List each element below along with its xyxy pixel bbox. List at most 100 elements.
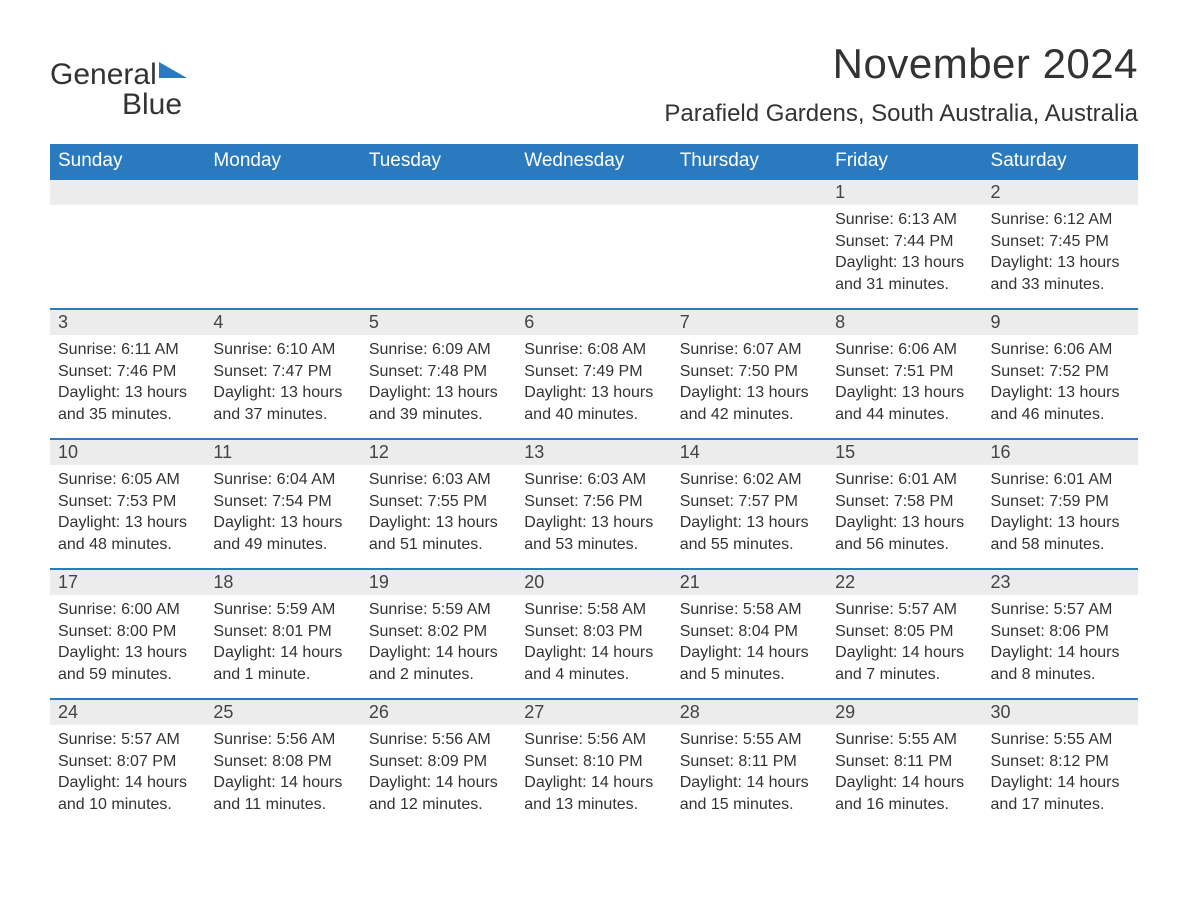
content-row: Sunrise: 5:57 AMSunset: 8:07 PMDaylight:… — [50, 725, 1138, 829]
day-number: 6 — [516, 309, 671, 335]
daynum-row: 12 — [50, 179, 1138, 205]
sunrise-line: Sunrise: 6:04 AM — [213, 469, 352, 491]
sunset-line: Sunset: 8:04 PM — [680, 621, 819, 643]
day-cell: Sunrise: 5:56 AMSunset: 8:08 PMDaylight:… — [205, 725, 360, 829]
day-number: 19 — [361, 569, 516, 595]
day-cell: Sunrise: 6:05 AMSunset: 7:53 PMDaylight:… — [50, 465, 205, 569]
day-cell: Sunrise: 6:07 AMSunset: 7:50 PMDaylight:… — [672, 335, 827, 439]
sunrise-line: Sunrise: 5:56 AM — [213, 729, 352, 751]
sunset-line: Sunset: 8:12 PM — [991, 751, 1130, 773]
daynum-row: 17181920212223 — [50, 569, 1138, 595]
daylight-line: Daylight: 13 hours and 44 minutes. — [835, 382, 974, 425]
empty-day — [672, 205, 827, 309]
daylight-line: Daylight: 13 hours and 58 minutes. — [991, 512, 1130, 555]
day-number: 18 — [205, 569, 360, 595]
day-cell: Sunrise: 6:08 AMSunset: 7:49 PMDaylight:… — [516, 335, 671, 439]
weekday-header: Wednesday — [516, 144, 671, 179]
day-cell: Sunrise: 5:58 AMSunset: 8:03 PMDaylight:… — [516, 595, 671, 699]
sunset-line: Sunset: 8:11 PM — [680, 751, 819, 773]
weekday-header-row: Sunday Monday Tuesday Wednesday Thursday… — [50, 144, 1138, 179]
day-cell: Sunrise: 5:56 AMSunset: 8:10 PMDaylight:… — [516, 725, 671, 829]
daylight-line: Daylight: 13 hours and 51 minutes. — [369, 512, 508, 555]
logo-word2: Blue — [122, 88, 182, 121]
title-block: November 2024 Parafield Gardens, South A… — [664, 40, 1138, 138]
sunrise-line: Sunrise: 5:55 AM — [835, 729, 974, 751]
sunset-line: Sunset: 7:44 PM — [835, 231, 974, 253]
sunset-line: Sunset: 8:09 PM — [369, 751, 508, 773]
sunset-line: Sunset: 8:03 PM — [524, 621, 663, 643]
day-cell: Sunrise: 6:03 AMSunset: 7:55 PMDaylight:… — [361, 465, 516, 569]
empty-day — [205, 179, 360, 205]
empty-day — [361, 205, 516, 309]
sunset-line: Sunset: 7:53 PM — [58, 491, 197, 513]
empty-day — [50, 205, 205, 309]
sunrise-line: Sunrise: 6:13 AM — [835, 209, 974, 231]
daylight-line: Daylight: 14 hours and 2 minutes. — [369, 642, 508, 685]
day-cell: Sunrise: 6:00 AMSunset: 8:00 PMDaylight:… — [50, 595, 205, 699]
sunset-line: Sunset: 7:57 PM — [680, 491, 819, 513]
day-cell: Sunrise: 5:59 AMSunset: 8:02 PMDaylight:… — [361, 595, 516, 699]
empty-day — [672, 179, 827, 205]
day-cell: Sunrise: 5:55 AMSunset: 8:11 PMDaylight:… — [827, 725, 982, 829]
sunrise-line: Sunrise: 5:57 AM — [835, 599, 974, 621]
sunset-line: Sunset: 7:50 PM — [680, 361, 819, 383]
content-row: Sunrise: 6:05 AMSunset: 7:53 PMDaylight:… — [50, 465, 1138, 569]
daylight-line: Daylight: 13 hours and 53 minutes. — [524, 512, 663, 555]
empty-day — [205, 205, 360, 309]
day-number: 26 — [361, 699, 516, 725]
day-number: 13 — [516, 439, 671, 465]
calendar-table: Sunday Monday Tuesday Wednesday Thursday… — [50, 144, 1138, 829]
sunset-line: Sunset: 7:51 PM — [835, 361, 974, 383]
day-number: 25 — [205, 699, 360, 725]
day-number: 21 — [672, 569, 827, 595]
daylight-line: Daylight: 14 hours and 1 minute. — [213, 642, 352, 685]
content-row: Sunrise: 6:13 AMSunset: 7:44 PMDaylight:… — [50, 205, 1138, 309]
day-cell: Sunrise: 6:02 AMSunset: 7:57 PMDaylight:… — [672, 465, 827, 569]
day-number: 7 — [672, 309, 827, 335]
daylight-line: Daylight: 13 hours and 33 minutes. — [991, 252, 1130, 295]
content-row: Sunrise: 6:11 AMSunset: 7:46 PMDaylight:… — [50, 335, 1138, 439]
sunrise-line: Sunrise: 5:59 AM — [369, 599, 508, 621]
sunset-line: Sunset: 7:47 PM — [213, 361, 352, 383]
content-row: Sunrise: 6:00 AMSunset: 8:00 PMDaylight:… — [50, 595, 1138, 699]
daylight-line: Daylight: 13 hours and 39 minutes. — [369, 382, 508, 425]
day-cell: Sunrise: 5:57 AMSunset: 8:05 PMDaylight:… — [827, 595, 982, 699]
sunrise-line: Sunrise: 5:58 AM — [524, 599, 663, 621]
daynum-row: 24252627282930 — [50, 699, 1138, 725]
day-cell: Sunrise: 5:55 AMSunset: 8:12 PMDaylight:… — [983, 725, 1138, 829]
daylight-line: Daylight: 14 hours and 5 minutes. — [680, 642, 819, 685]
day-cell: Sunrise: 6:13 AMSunset: 7:44 PMDaylight:… — [827, 205, 982, 309]
day-cell: Sunrise: 6:06 AMSunset: 7:51 PMDaylight:… — [827, 335, 982, 439]
sunset-line: Sunset: 8:07 PM — [58, 751, 197, 773]
sunrise-line: Sunrise: 6:12 AM — [991, 209, 1130, 231]
sunset-line: Sunset: 7:45 PM — [991, 231, 1130, 253]
logo: General Blue — [50, 60, 187, 120]
sunrise-line: Sunrise: 5:56 AM — [369, 729, 508, 751]
day-number: 12 — [361, 439, 516, 465]
sunrise-line: Sunrise: 5:56 AM — [524, 729, 663, 751]
weekday-header: Monday — [205, 144, 360, 179]
sunrise-line: Sunrise: 6:00 AM — [58, 599, 197, 621]
logo-word1: General — [50, 58, 157, 91]
sunrise-line: Sunrise: 5:55 AM — [680, 729, 819, 751]
day-number: 5 — [361, 309, 516, 335]
sunrise-line: Sunrise: 6:09 AM — [369, 339, 508, 361]
day-cell: Sunrise: 6:09 AMSunset: 7:48 PMDaylight:… — [361, 335, 516, 439]
daylight-line: Daylight: 13 hours and 31 minutes. — [835, 252, 974, 295]
day-number: 30 — [983, 699, 1138, 725]
sunset-line: Sunset: 7:54 PM — [213, 491, 352, 513]
sunset-line: Sunset: 8:01 PM — [213, 621, 352, 643]
empty-day — [50, 179, 205, 205]
weekday-header: Saturday — [983, 144, 1138, 179]
day-cell: Sunrise: 6:11 AMSunset: 7:46 PMDaylight:… — [50, 335, 205, 439]
day-number: 16 — [983, 439, 1138, 465]
sunset-line: Sunset: 7:59 PM — [991, 491, 1130, 513]
daynum-row: 10111213141516 — [50, 439, 1138, 465]
sunset-line: Sunset: 8:06 PM — [991, 621, 1130, 643]
day-number: 23 — [983, 569, 1138, 595]
sunrise-line: Sunrise: 6:02 AM — [680, 469, 819, 491]
daylight-line: Daylight: 13 hours and 55 minutes. — [680, 512, 819, 555]
sunrise-line: Sunrise: 6:01 AM — [991, 469, 1130, 491]
sunrise-line: Sunrise: 5:58 AM — [680, 599, 819, 621]
day-number: 1 — [827, 179, 982, 205]
